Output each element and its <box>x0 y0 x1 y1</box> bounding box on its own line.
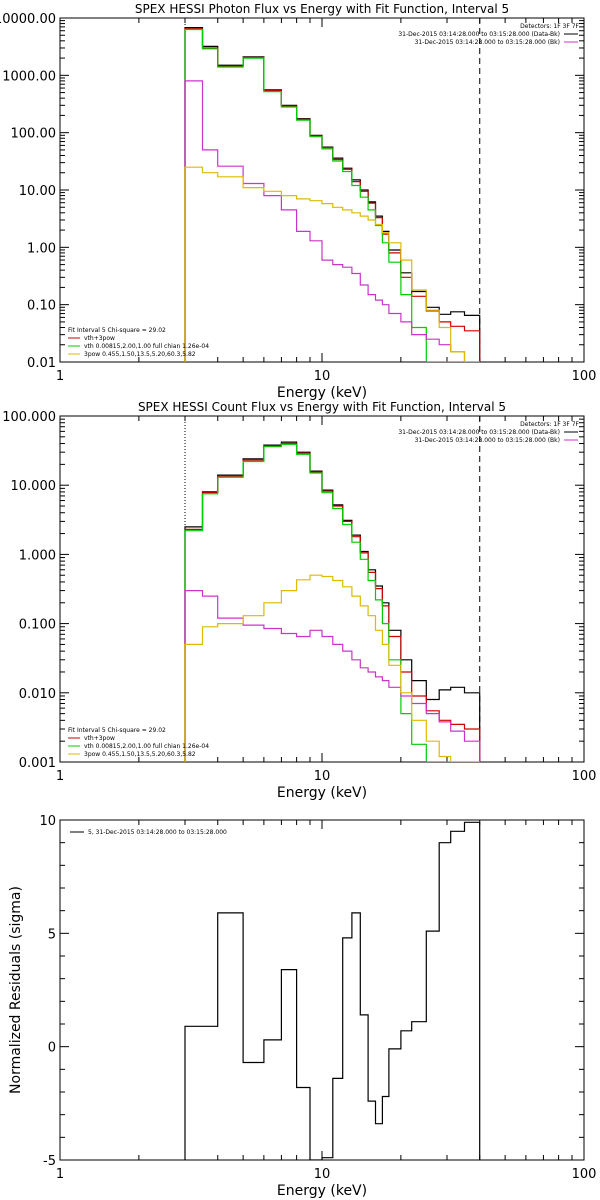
legend-entry: 5, 31-Dec-2015 03:14:28.000 to 03:15:28.… <box>88 829 227 836</box>
legend-entry: vth 0.00815,2.00,1.00 full chian 1.26e-0… <box>84 743 209 750</box>
legend-entry: 31-Dec-2015 03:14:28.000 to 03:15:28.000… <box>398 429 560 436</box>
y-tick-label: 10.00 <box>19 184 56 199</box>
legend-entry: 3pow 0.455,1.50,13.5,5.20,60.3,5.82 <box>84 751 196 758</box>
x-tick-label: 10 <box>314 769 331 784</box>
legend-entry: Fit Interval 5 Chi-square = 29.02 <box>68 327 166 334</box>
y-tick-label: 0.100 <box>19 618 56 633</box>
legend-entry: 3pow 0.455,1.50,13.5,5.20,60.3,5.82 <box>84 351 196 358</box>
series-group <box>184 27 481 362</box>
y-tick-label: 0.010 <box>19 687 56 702</box>
series-line-4 <box>184 590 481 762</box>
x-tick-label: 1 <box>56 769 64 784</box>
legend-entry: vth 0.00815,2.00,1.00 full chian 1.26e-0… <box>84 343 209 350</box>
series-line-3 <box>184 28 480 362</box>
series-line-4 <box>184 80 480 362</box>
plot-frame <box>59 415 585 763</box>
y-tick-label: -5 <box>43 1154 56 1169</box>
y-tick-label: 0.10 <box>27 299 56 314</box>
x-tick-label: 100 <box>572 1167 597 1182</box>
x-axis-label: Energy (keV) <box>277 385 367 401</box>
plot-frame <box>59 17 585 363</box>
x-tick-label: 10 <box>314 1167 331 1182</box>
y-tick-label: 100.000 <box>2 410 56 425</box>
legend-entry: 31-Dec-2015 03:14:28.000 to 03:15:28.000… <box>415 437 560 444</box>
y-tick-label: 5 <box>48 927 56 942</box>
legend-entry: 31-Dec-2015 03:14:28.000 to 03:15:28.000… <box>398 31 560 38</box>
chart-2: SPEX HESSI Count Flux vs Energy with Fit… <box>2 400 596 801</box>
legend-entry: 31-Dec-2015 03:14:28.000 to 03:15:28.000… <box>415 39 560 46</box>
detectors-label: Detectors: 1F 3F 7F <box>520 23 579 30</box>
x-tick-label: 100 <box>572 769 597 784</box>
legend-entry: vth+3pow <box>84 335 115 342</box>
x-axis-label: Energy (keV) <box>277 785 367 801</box>
chart-3: 1 10 100 Energy (keV) -5 0 5 10 Normalized Resid… <box>8 814 596 1199</box>
y-tick-label: 10000.00 <box>0 12 56 27</box>
series-group <box>184 441 481 762</box>
legend-entry: vth+3pow <box>84 735 115 742</box>
y-tick-label: 100.00 <box>11 127 57 142</box>
x-tick-label: 1 <box>56 1167 64 1182</box>
series-line-1 <box>184 441 481 762</box>
series-line-1 <box>184 27 481 362</box>
y-tick-label: 0.01 <box>27 356 56 371</box>
chart-title: SPEX HESSI Photon Flux vs Energy with Fi… <box>135 2 509 16</box>
chart-1: SPEX HESSI Photon Flux vs Energy with Fi… <box>0 2 596 401</box>
series-line-2 <box>184 28 481 362</box>
y-tick-label: 10 <box>39 814 56 829</box>
plot-frame <box>59 819 585 1161</box>
y-axis-label: Normalized Residuals (sigma) <box>8 886 24 1094</box>
y-tick-label: 1.000 <box>19 548 56 563</box>
legend-entry: Fit Interval 5 Chi-square = 29.02 <box>68 727 166 734</box>
y-tick-label: 0.001 <box>19 756 56 771</box>
y-tick-label: 1000.00 <box>2 69 56 84</box>
chart-title: SPEX HESSI Count Flux vs Energy with Fit… <box>138 400 506 414</box>
x-tick-label: 100 <box>572 369 597 384</box>
series-line-5 <box>184 574 480 762</box>
y-tick-label: 1.00 <box>27 241 56 256</box>
x-tick-label: 1 <box>56 369 64 384</box>
x-tick-label: 10 <box>314 369 331 384</box>
series-line-1 <box>184 821 481 1160</box>
series-line-3 <box>184 443 480 762</box>
series-group <box>184 821 481 1160</box>
series-line-2 <box>184 442 481 762</box>
series-line-5 <box>184 166 480 362</box>
y-tick-label: 0 <box>48 1041 56 1056</box>
x-axis-label: Energy (keV) <box>277 1183 367 1199</box>
detectors-label: Detectors: 1F 3F 7F <box>520 421 579 428</box>
y-tick-label: 10.000 <box>11 479 57 494</box>
